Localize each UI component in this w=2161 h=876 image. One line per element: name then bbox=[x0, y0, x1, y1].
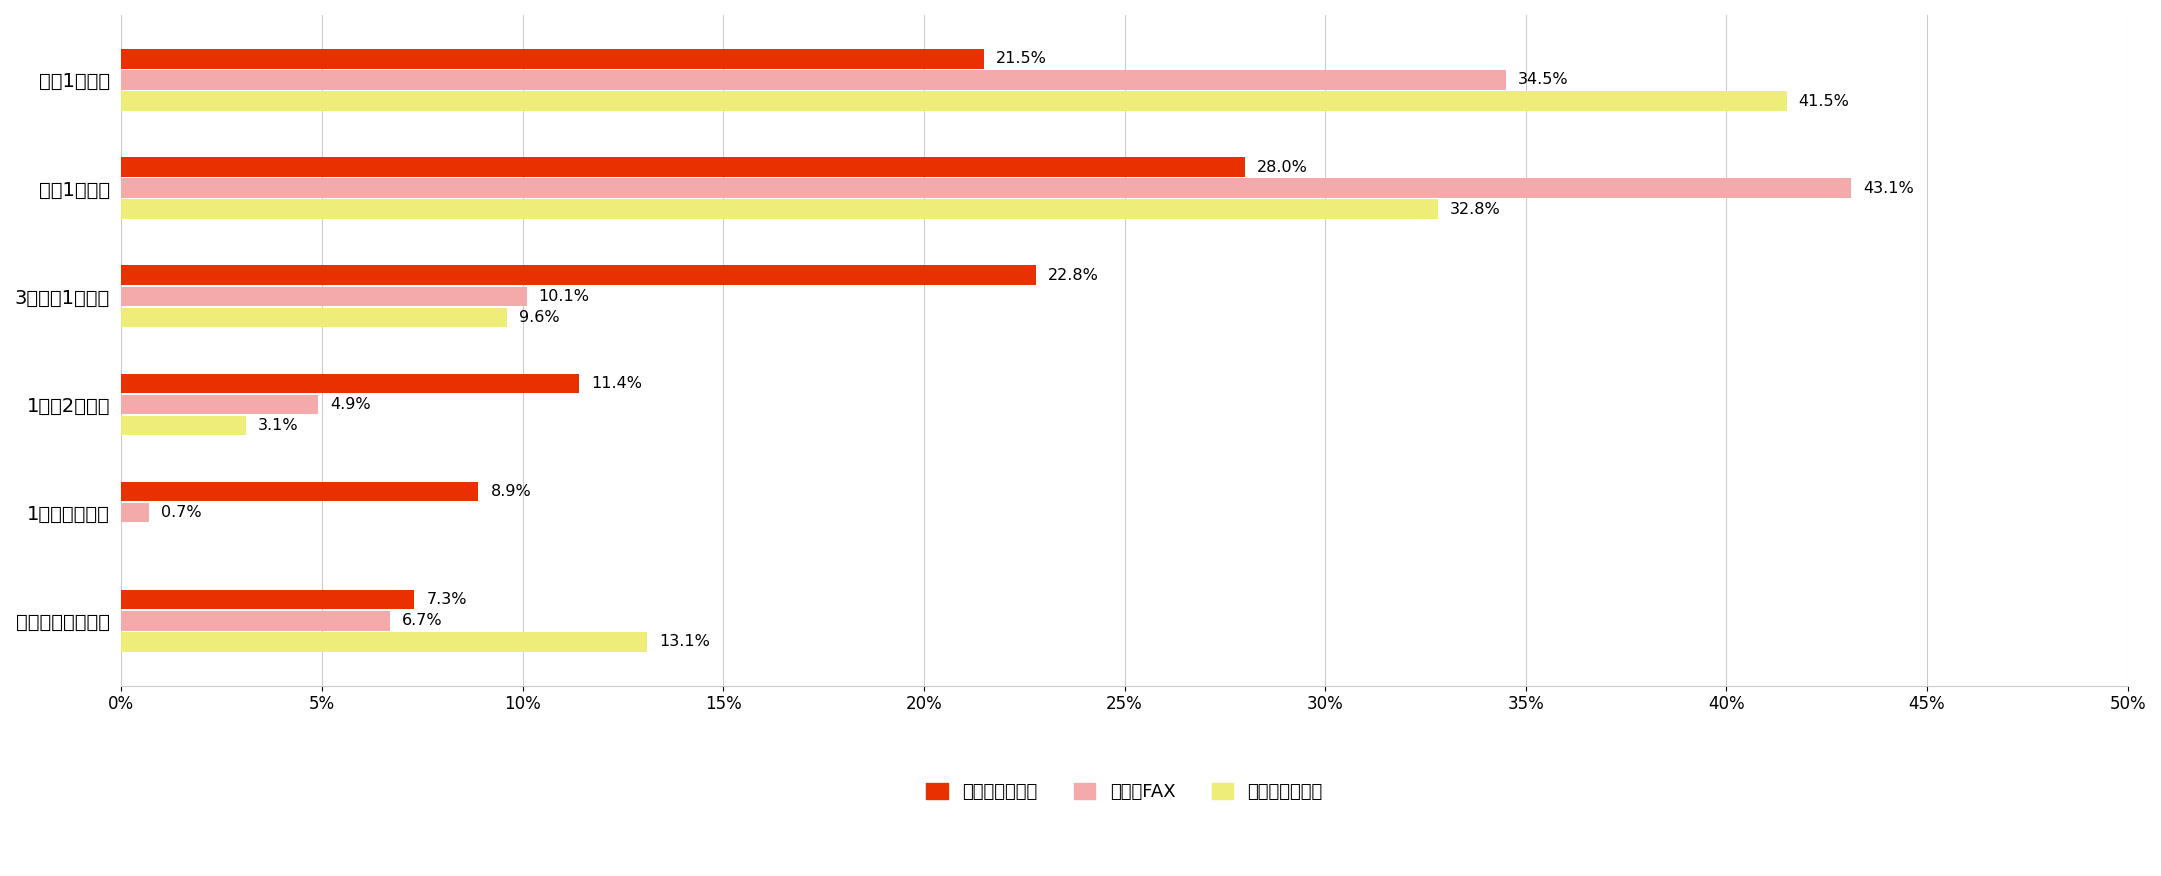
Text: 34.5%: 34.5% bbox=[1517, 73, 1569, 88]
Text: 28.0%: 28.0% bbox=[1258, 159, 1307, 174]
Bar bbox=[121, 179, 1850, 198]
Text: 43.1%: 43.1% bbox=[1863, 180, 1915, 195]
Text: 3.1%: 3.1% bbox=[257, 418, 298, 433]
Bar bbox=[121, 158, 1245, 177]
Bar bbox=[121, 307, 506, 327]
Text: 13.1%: 13.1% bbox=[659, 634, 711, 649]
Bar bbox=[121, 590, 415, 610]
Text: 7.3%: 7.3% bbox=[426, 592, 467, 607]
Bar bbox=[121, 374, 579, 393]
Text: 4.9%: 4.9% bbox=[331, 397, 372, 412]
Bar bbox=[121, 503, 149, 522]
Text: 32.8%: 32.8% bbox=[1450, 201, 1500, 216]
Text: 6.7%: 6.7% bbox=[402, 613, 443, 628]
Legend: 直接会いに行く, 電話・FAX, インターネット: 直接会いに行く, 電話・FAX, インターネット bbox=[918, 775, 1329, 808]
Text: 41.5%: 41.5% bbox=[1798, 94, 1850, 109]
Bar bbox=[121, 70, 1506, 89]
Bar bbox=[121, 482, 478, 501]
Bar bbox=[121, 200, 1437, 219]
Bar bbox=[121, 91, 1787, 110]
Bar bbox=[121, 49, 983, 68]
Bar bbox=[121, 286, 527, 306]
Bar bbox=[121, 632, 646, 652]
Text: 21.5%: 21.5% bbox=[996, 52, 1046, 67]
Text: 10.1%: 10.1% bbox=[538, 289, 590, 304]
Text: 9.6%: 9.6% bbox=[519, 310, 560, 325]
Text: 0.7%: 0.7% bbox=[162, 505, 203, 520]
Bar bbox=[121, 395, 318, 414]
Text: 22.8%: 22.8% bbox=[1048, 268, 1100, 283]
Bar bbox=[121, 611, 391, 631]
Text: 8.9%: 8.9% bbox=[491, 484, 532, 499]
Bar bbox=[121, 265, 1037, 285]
Bar bbox=[121, 416, 246, 435]
Text: 11.4%: 11.4% bbox=[590, 376, 642, 391]
